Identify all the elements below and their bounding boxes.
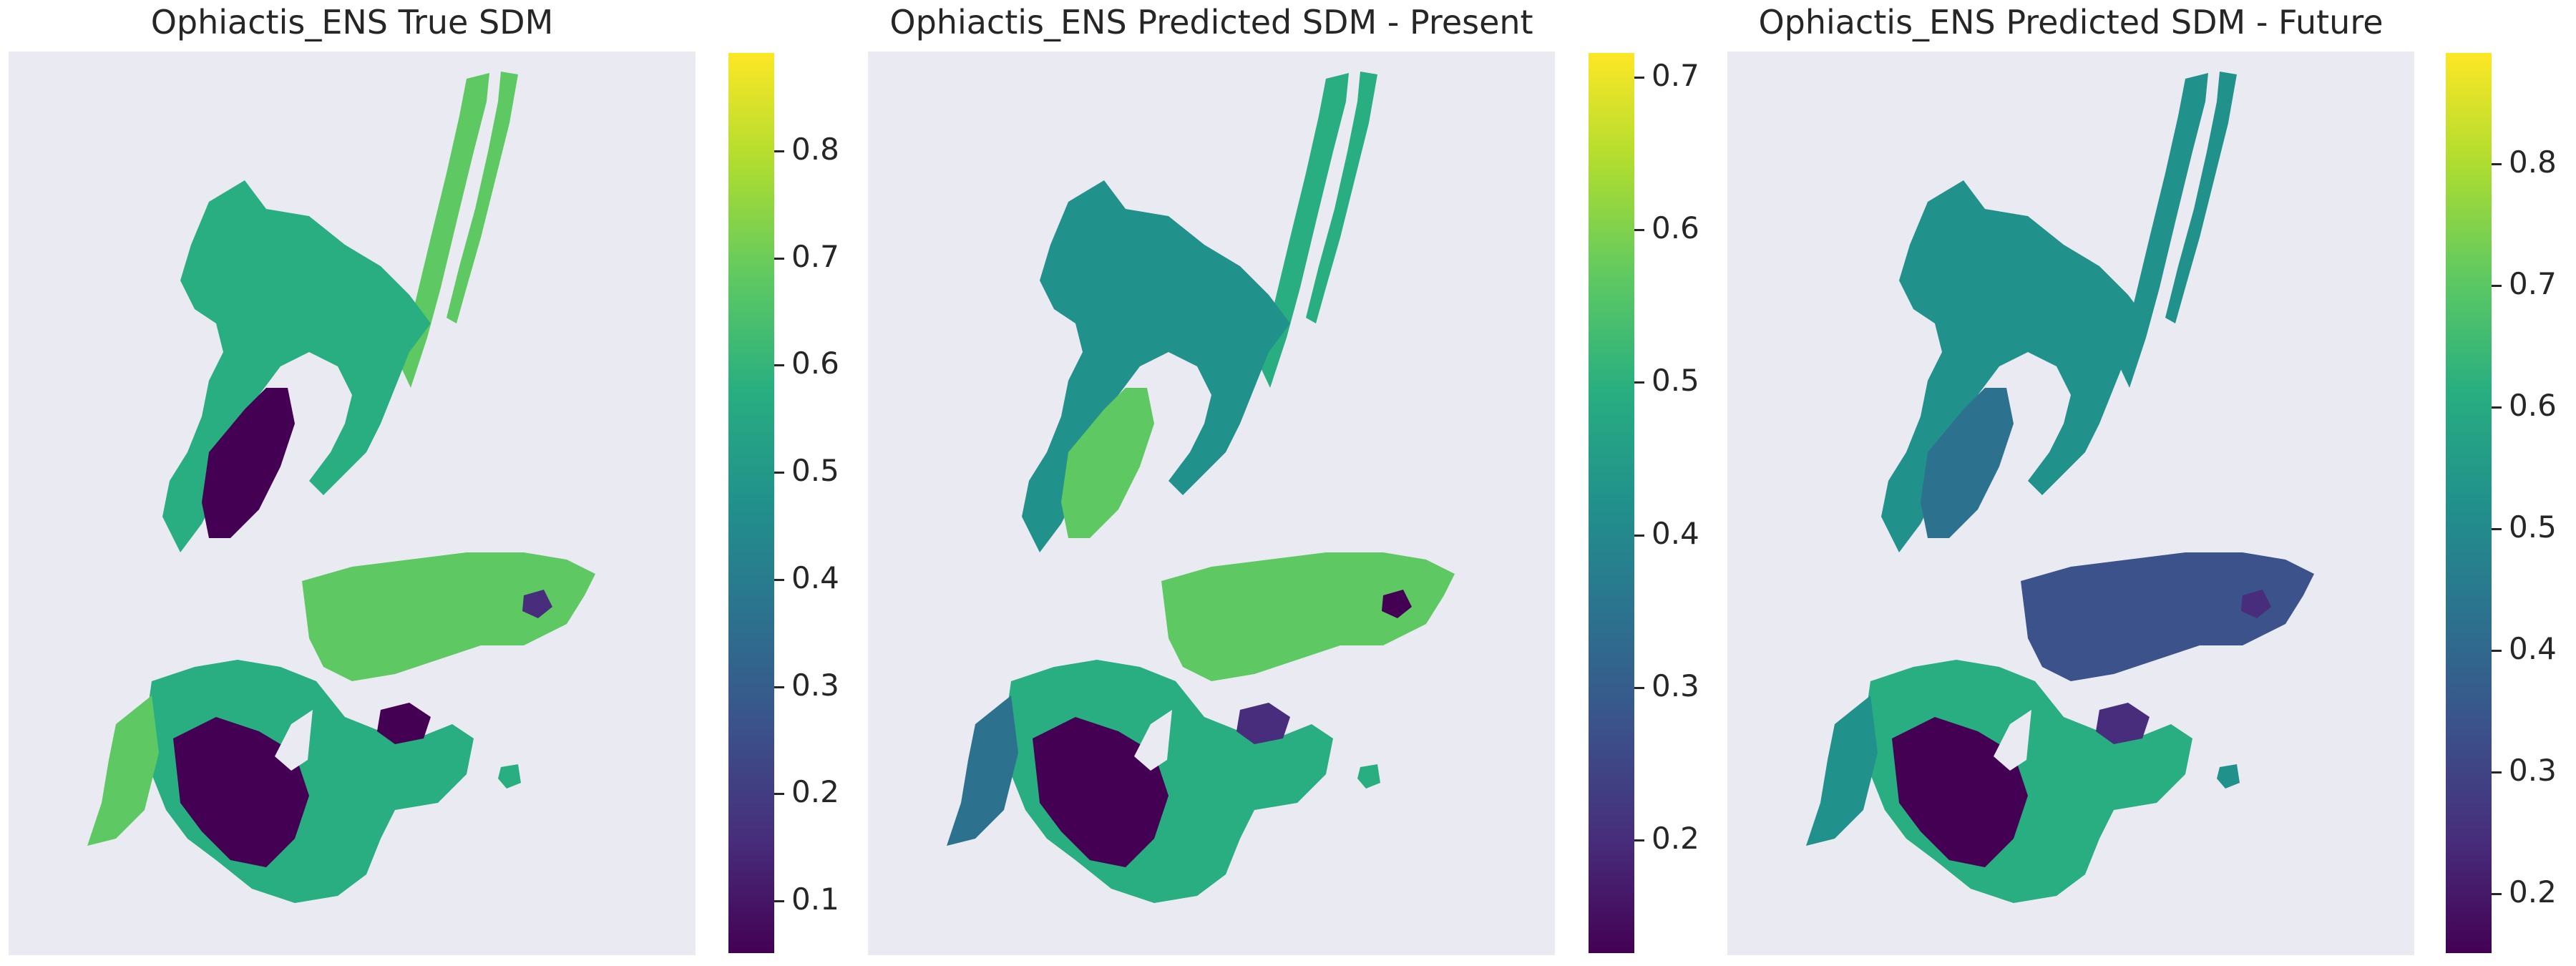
northern-strip-outer [401, 73, 489, 388]
colorbar-fill [2446, 53, 2492, 953]
central-blob [377, 703, 431, 744]
colorbar-tick-label: 0.2 [774, 777, 839, 807]
colorbar-gradient [728, 53, 774, 953]
colorbar-tick-label: 0.8 [2492, 147, 2557, 177]
no-data-gap [275, 710, 313, 771]
northern-strip-outer [2119, 73, 2208, 388]
colorbar-tick-label: 0.4 [1634, 518, 1699, 549]
colorbar-tick-label: 0.4 [774, 562, 839, 593]
map-axes [9, 52, 696, 955]
colorbar-tick-label: 0.1 [774, 884, 839, 914]
colorbar-tick-label: 0.7 [2492, 269, 2557, 299]
southern-core [1033, 717, 1169, 867]
eastern-arm [1161, 552, 1455, 681]
northern-strip-inner [2165, 72, 2237, 323]
colorbar-gradient [1589, 53, 1634, 953]
map-axes [868, 52, 1555, 955]
colorbar-tick-label: 0.7 [774, 241, 839, 272]
colorbar-tick-label: 0.3 [1634, 670, 1699, 701]
species-distribution-map [87, 72, 595, 903]
colorbar [2446, 53, 2492, 953]
arm-spot [1382, 590, 1412, 618]
colorbar-fill [1589, 53, 1634, 953]
southern-core [1892, 717, 2028, 867]
arm-spot [2241, 590, 2271, 618]
panel-predicted-present: Ophiactis_ENS Predicted SDM - Present 0.… [868, 3, 1699, 955]
colorbar-tick-label: 0.6 [1634, 213, 1699, 243]
chart-title: Ophiactis_ENS Predicted SDM - Present [889, 3, 1533, 42]
east-islet [1357, 764, 1380, 789]
upper-basin [1921, 388, 2014, 538]
colorbar-tick-label: 0.5 [2492, 512, 2557, 542]
central-blob [2096, 703, 2150, 744]
central-blob [1236, 703, 1290, 744]
no-data-gap [1994, 710, 2031, 771]
species-distribution-map [947, 72, 1455, 903]
colorbar-tick-label: 0.7 [1634, 60, 1699, 91]
eastern-arm [2021, 552, 2314, 681]
eastern-arm [302, 552, 595, 681]
east-islet [498, 764, 521, 789]
colorbar-tick-label: 0.2 [1634, 824, 1699, 854]
colorbar-tick-label: 0.4 [2492, 634, 2557, 664]
panel-true-sdm: Ophiactis_ENS True SDM 0.1 0.2 0.3 0.4 0.5 0.… [0, 0, 859, 966]
upper-basin [1061, 388, 1154, 538]
western-fringe [947, 696, 1018, 846]
colorbar-tick-label: 0.8 [774, 134, 839, 165]
southern-core [173, 717, 309, 867]
chart-title: Ophiactis_ENS Predicted SDM - Future [1758, 3, 2384, 42]
colorbar [728, 53, 774, 953]
no-data-gap [1134, 710, 1172, 771]
chart-title: Ophiactis_ENS True SDM [150, 3, 554, 42]
colorbar-tick-label: 0.6 [2492, 391, 2557, 421]
east-islet [2217, 764, 2240, 789]
colorbar-tick-label: 0.3 [774, 670, 839, 701]
northern-strip-inner [447, 72, 518, 323]
colorbar [1589, 53, 1634, 953]
map-axes [1727, 52, 2414, 955]
colorbar-tick-label: 0.5 [774, 456, 839, 486]
northern-strip-outer [1260, 73, 1349, 388]
arm-spot [522, 590, 552, 618]
species-distribution-map [1806, 72, 2314, 903]
western-fringe [1806, 696, 1878, 846]
colorbar-tick-label: 0.2 [2492, 877, 2557, 907]
colorbar-tick-label: 0.5 [1634, 366, 1699, 396]
colorbar-tick-label: 0.3 [2492, 756, 2557, 786]
colorbar-gradient [2446, 53, 2492, 953]
western-fringe [87, 696, 159, 846]
northern-strip-inner [1306, 72, 1377, 323]
upper-basin [202, 388, 295, 538]
colorbar-tick-label: 0.6 [774, 348, 839, 379]
colorbar-fill [728, 53, 774, 953]
